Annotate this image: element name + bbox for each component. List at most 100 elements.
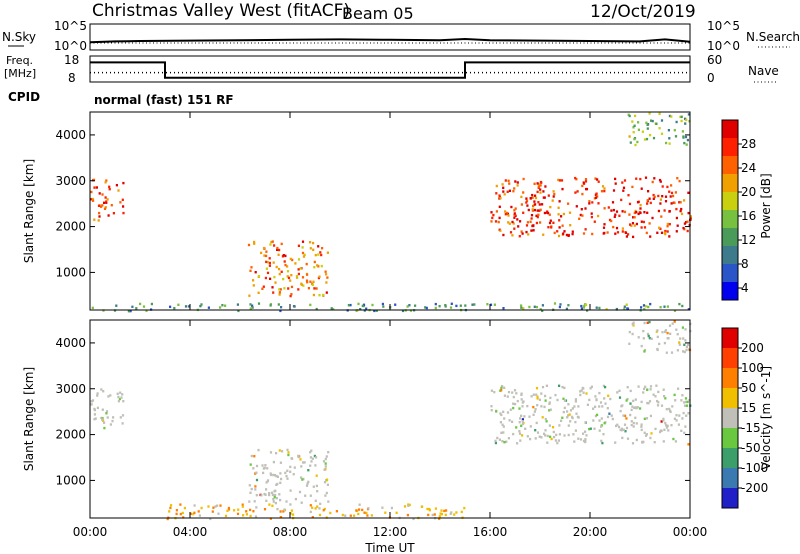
scatter-cell [512, 406, 515, 410]
scatter-cell [516, 218, 519, 221]
nave-label: Nave [748, 64, 779, 78]
scatter-cell [674, 399, 677, 402]
scatter-cell [332, 308, 335, 311]
scatter-cell [193, 504, 196, 507]
scatter-cell [503, 441, 506, 444]
scatter-cell [108, 185, 111, 188]
scatter-cell [656, 348, 659, 352]
scatter-cell [542, 190, 545, 193]
scatter-cell [649, 133, 652, 137]
scatter-cell [539, 208, 542, 211]
scatter-cell [282, 277, 285, 281]
scatter-cell [313, 454, 316, 458]
scatter-cell [645, 305, 648, 308]
scatter-cell [278, 272, 281, 276]
scatter-cell [584, 439, 587, 443]
scatter-cell [318, 294, 321, 297]
scatter-cell [567, 304, 570, 307]
scatter-cell [287, 276, 291, 280]
scatter-cell [557, 178, 560, 182]
scatter-cell [266, 467, 269, 470]
scatter-cell [513, 213, 516, 217]
scatter-cell [100, 416, 103, 420]
scatter-cell [221, 304, 224, 307]
power-yticks: 1000 2000 3000 4000 [55, 128, 690, 279]
scatter-cell [603, 187, 606, 190]
scatter-cell [678, 179, 681, 183]
scatter-cell [275, 483, 278, 486]
scatter-cell [365, 511, 368, 515]
scatter-cell [656, 335, 659, 339]
scatter-cell [508, 419, 511, 422]
scatter-cell [409, 309, 413, 312]
scatter-cell [500, 431, 503, 434]
scatter-cell [292, 513, 295, 516]
scatter-cell [277, 253, 280, 256]
scatter-cell [658, 127, 661, 130]
scatter-cell [309, 510, 312, 514]
y-tick-label: 2000 [55, 220, 86, 234]
scatter-cell [576, 415, 579, 419]
scatter-cell [503, 417, 506, 420]
scatter-cell [582, 432, 585, 435]
scatter-cell [95, 186, 98, 189]
scatter-cell [655, 122, 658, 125]
scatter-cell [127, 310, 130, 313]
scatter-cell [539, 188, 542, 191]
scatter-cell [103, 207, 107, 210]
scatter-cell [449, 512, 452, 515]
scatter-cell [390, 506, 393, 510]
scatter-cell [611, 417, 614, 421]
scatter-cell [341, 513, 344, 517]
scatter-cell [672, 437, 675, 441]
scatter-cell [680, 399, 683, 402]
scatter-cell [552, 221, 555, 224]
scatter-cell [284, 471, 287, 475]
scatter-cell [655, 384, 658, 387]
scatter-cell [631, 322, 634, 326]
scatter-cell [322, 460, 326, 463]
scatter-cell [567, 202, 570, 205]
scatter-cell [102, 390, 105, 393]
scatter-cell [567, 403, 570, 406]
scatter-cell [589, 387, 592, 390]
scatter-cell [313, 287, 316, 290]
colorbar-tick-label: 12 [741, 233, 756, 247]
scatter-cell [91, 399, 95, 402]
scatter-cell [643, 307, 646, 311]
scatter-cell [664, 229, 667, 233]
scatter-cell [289, 470, 292, 473]
scatter-cell [656, 231, 659, 234]
scatter-cell [521, 422, 524, 426]
scatter-cell [335, 510, 338, 513]
scatter-cell [117, 189, 120, 192]
scatter-cell [536, 215, 539, 219]
scatter-cell [524, 427, 527, 430]
scatter-cell [319, 251, 322, 254]
scatter-cell [108, 188, 111, 191]
scatter-cell [92, 199, 95, 202]
scatter-cell [539, 221, 542, 224]
scatter-cell [94, 417, 97, 420]
scatter-cell [642, 391, 645, 394]
scatter-cell [561, 187, 564, 191]
scatter-cell [593, 427, 596, 430]
scatter-cell [268, 261, 271, 265]
scatter-cell [683, 343, 686, 346]
scatter-cell [347, 304, 350, 307]
scatter-cell [636, 201, 640, 204]
scatter-cell [518, 421, 521, 424]
scatter-cell [665, 424, 668, 427]
scatter-cell [119, 201, 122, 204]
scatter-cell [375, 309, 378, 312]
scatter-cell [526, 221, 529, 224]
scatter-cell [90, 403, 93, 406]
scatter-cell [499, 229, 502, 232]
scatter-cell [666, 230, 669, 233]
scatter-cell [242, 514, 245, 517]
scatter-cell [489, 303, 493, 306]
scatter-cell [273, 275, 276, 279]
scatter-cell [648, 197, 651, 200]
scatter-cell [289, 503, 292, 506]
scatter-cell [183, 506, 186, 510]
